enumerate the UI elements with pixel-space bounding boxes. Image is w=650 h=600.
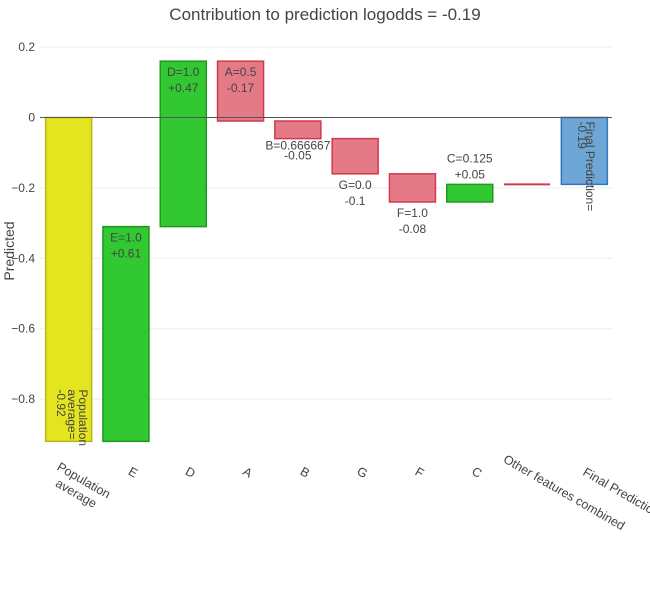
- y-tick-label: −0.8: [11, 392, 35, 406]
- grid-lines: [40, 46, 612, 400]
- x-tick-label: F: [413, 465, 427, 481]
- bars: [44, 60, 609, 443]
- b-data-label: -0.05: [284, 149, 312, 163]
- c-data-label: +0.05: [455, 167, 486, 181]
- x-tick-label-line: G: [354, 464, 369, 481]
- bar-g: [331, 137, 379, 175]
- g-data-label: -0.1: [345, 194, 366, 208]
- d-data-label: +0.47: [168, 81, 199, 95]
- e-data-label: E=1.0: [110, 231, 142, 245]
- e-data-label: +0.61: [111, 247, 142, 261]
- y-axis-ticks: 0.2 0 −0.2 −0.4 −0.6 −0.8: [11, 40, 35, 406]
- bar-b: [274, 120, 322, 140]
- b-data-label: B=0.666667: [265, 139, 330, 153]
- x-tick-label-line: E: [126, 464, 140, 480]
- x-tick-label: C: [469, 464, 484, 481]
- x-tick-label-line: C: [469, 464, 484, 481]
- population-average-data-label-line: Population: [76, 389, 90, 446]
- population-average-data-label-line: -0.92: [54, 389, 68, 417]
- x-tick-label-line: A: [240, 464, 255, 481]
- final-prediction-data-label-line: Final Prediction=: [583, 122, 597, 212]
- f-data-label: -0.08: [399, 222, 427, 236]
- y-tick-label: −0.4: [11, 251, 35, 265]
- a-data-label: A=0.5: [225, 65, 257, 79]
- x-tick-label-line: D: [183, 464, 198, 481]
- y-tick-label: 0.2: [18, 40, 35, 54]
- x-tick-label: G: [354, 464, 369, 481]
- bar-e: [102, 225, 150, 443]
- a-data-label: -0.17: [227, 81, 255, 95]
- final-prediction-data-label-line: -0.19: [575, 122, 589, 150]
- d-data-label: D=1.0: [167, 65, 200, 79]
- x-tick-label-line: B: [298, 464, 312, 480]
- y-tick-label: −0.2: [11, 181, 35, 195]
- bar-f: [388, 173, 437, 203]
- population-average-data-label-line: average=: [65, 389, 79, 439]
- x-tick-label: B: [298, 464, 312, 480]
- g-data-label: G=0.0: [339, 178, 372, 192]
- x-tick-label: A: [240, 464, 255, 481]
- bar-d: [159, 60, 207, 228]
- f-data-label: F=1.0: [397, 206, 428, 220]
- chart-title: Contribution to prediction logodds = -0.…: [169, 5, 480, 24]
- bar-population-average: [44, 116, 93, 443]
- x-tick-label: E: [126, 464, 140, 480]
- bar-c: [446, 183, 494, 203]
- y-tick-label: −0.6: [11, 322, 35, 336]
- c-data-label: C=0.125: [447, 151, 493, 165]
- x-tick-label: D: [183, 464, 198, 481]
- final-prediction-data-label: Final Prediction=-0.19: [575, 122, 597, 212]
- y-axis-label: Predicted: [1, 221, 17, 280]
- x-tick-label-line: F: [413, 465, 427, 481]
- y-tick-label: 0: [28, 111, 35, 125]
- bar-a: [216, 60, 265, 122]
